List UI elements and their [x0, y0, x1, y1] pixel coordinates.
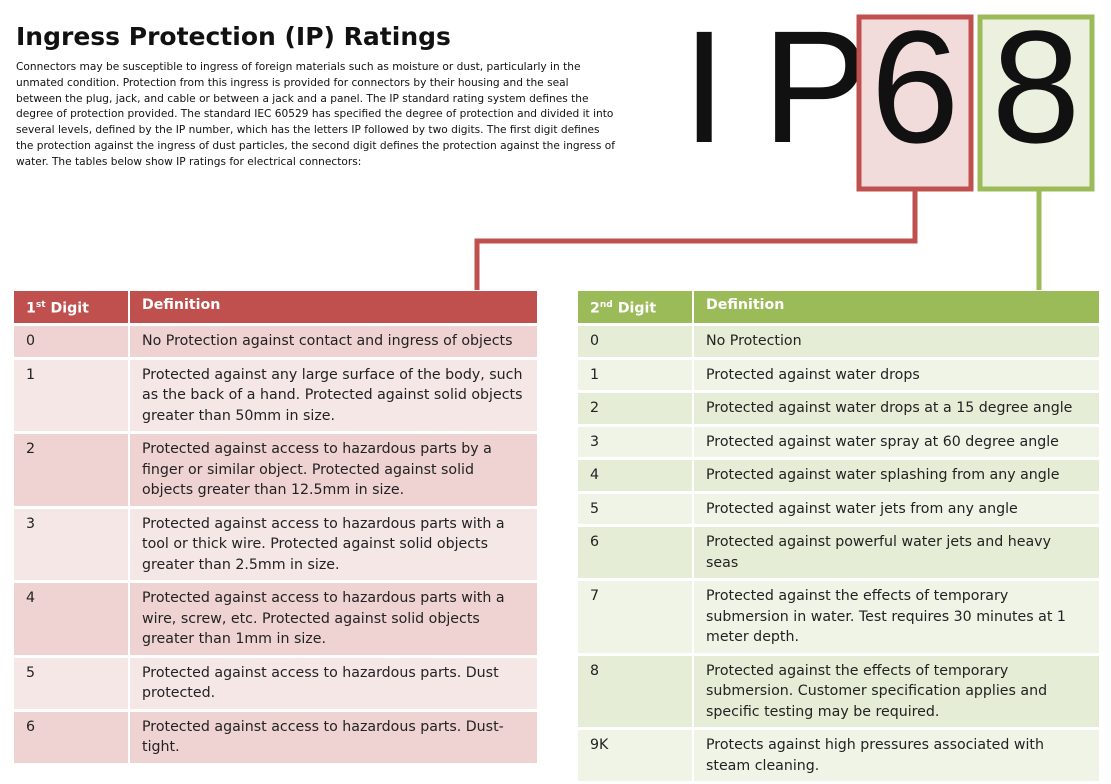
- intro: Connectors may be susceptible to ingress…: [16, 61, 615, 168]
- digit-cell: 2: [14, 434, 130, 506]
- digit-box: [856, 14, 974, 192]
- table-row: 0 No Protection against contact and ingre…: [14, 326, 537, 357]
- definition-cell: Protected against powerful water jets an…: [694, 527, 1099, 579]
- digit-cell: 1: [578, 359, 694, 391]
- table-row: 5 Protected against access to hazardous p…: [14, 657, 537, 709]
- table-row: 5 Protected against water jets from any a…: [578, 493, 1099, 525]
- table-row: 8 Protected against the effects of tempor…: [578, 655, 1099, 728]
- digit-cell: 2: [578, 393, 694, 424]
- digit-cell: 0: [578, 326, 694, 357]
- digit-cell: 1: [14, 359, 130, 432]
- digit-cell: 0: [14, 326, 130, 357]
- digit-cell: 4: [14, 583, 130, 655]
- ordinal: 2: [590, 300, 600, 317]
- definition-cell: Protected against access to hazardous pa…: [130, 583, 537, 655]
- definition-cell: Protected against access to hazardous pa…: [130, 434, 537, 506]
- header-row: 1st Digit Definition: [14, 291, 537, 324]
- page: I P 6 8 Ingress Protection (IP) Ratings …: [14, 0, 1099, 782]
- definition-cell: Protected against water spray at 60 degr…: [694, 426, 1099, 458]
- table-row: 4 Protected against access to hazardous p…: [14, 583, 537, 655]
- table-row: 4 Protected against water splashing from …: [578, 460, 1099, 491]
- connector: [474, 191, 918, 290]
- table-row: 2 Protected against access to hazardous p…: [14, 434, 537, 506]
- ordinal-suffix: nd: [599, 300, 613, 310]
- digit-cell: 3: [14, 508, 130, 581]
- badge-digit: 6: [871, 0, 960, 176]
- digit-word: Digit: [617, 300, 657, 317]
- table-row: 3 Protected against access to hazardous p…: [14, 508, 537, 581]
- digit-box: [977, 14, 1095, 192]
- header-row: 2nd Digit Definition: [578, 291, 1099, 324]
- definition-cell: No Protection: [694, 326, 1099, 357]
- digit-cell: 8: [578, 655, 694, 728]
- digit-cell: 7: [578, 581, 694, 653]
- definition-header: Definition: [694, 291, 1099, 324]
- digit-cell: 3: [578, 426, 694, 458]
- definition-cell: Protected against water drops at a 15 de…: [694, 393, 1099, 424]
- definition-cell: Protected against water splashing from a…: [694, 460, 1099, 491]
- definition-header: Definition: [130, 291, 537, 324]
- ordinal-suffix: st: [35, 300, 46, 310]
- digit-cell: 4: [578, 460, 694, 491]
- definition-cell: Protects against high pressures associat…: [694, 730, 1099, 782]
- digit-cell: 6: [578, 527, 694, 579]
- table-row: 3 Protected against water spray at 60 deg…: [578, 426, 1099, 458]
- table-row: 9K Protects against high pressures associ…: [578, 730, 1099, 782]
- definition-cell: Protected against access to hazardous pa…: [130, 711, 537, 763]
- digit-word: Digit: [50, 300, 89, 317]
- badge-letter: P: [762, 0, 869, 176]
- definition-cell: Protected against the effects of tempora…: [694, 655, 1099, 728]
- table-row: 6 Protected against powerful water jets a…: [578, 527, 1099, 579]
- badge-digit: 8: [992, 0, 1081, 176]
- rating-table: 1st Digit Definition 0 No Protection agains…: [14, 288, 537, 766]
- table-row: 1 Protected against water drops: [578, 359, 1099, 391]
- definition-cell: Protected against water jets from any an…: [694, 493, 1099, 525]
- table-row: 7 Protected against the effects of tempor…: [578, 581, 1099, 653]
- badge-letter: I: [682, 0, 726, 176]
- digit-header: 2nd Digit: [578, 291, 694, 324]
- table-row: 1 Protected against any large surface of …: [14, 359, 537, 432]
- definition-cell: Protected against water drops: [694, 359, 1099, 391]
- badge: I P 6 8: [474, 0, 1095, 290]
- digit-cell: 9K: [578, 730, 694, 782]
- digit-cell: 5: [14, 657, 130, 709]
- definition-cell: No Protection against contact and ingres…: [130, 326, 537, 357]
- table-row: 0 No Protection: [578, 326, 1099, 357]
- definition-cell: Protected against access to hazardous pa…: [130, 508, 537, 581]
- digit-cell: 5: [578, 493, 694, 525]
- definition-cell: Protected against the effects of tempora…: [694, 581, 1099, 653]
- digit-header: 1st Digit: [14, 291, 130, 324]
- digit-cell: 6: [14, 711, 130, 763]
- definition-cell: Protected against access to hazardous pa…: [130, 657, 537, 709]
- definition-cell: Protected against any large surface of t…: [130, 359, 537, 432]
- rating-table: 2nd Digit Definition 0 No Protection 1 Protec…: [578, 288, 1099, 784]
- table-row: 2 Protected against water drops at a 15 d…: [578, 393, 1099, 424]
- title: Ingress Protection (IP) Ratings: [16, 22, 451, 51]
- ordinal: 1: [26, 300, 36, 317]
- table-row: 6 Protected against access to hazardous p…: [14, 711, 537, 763]
